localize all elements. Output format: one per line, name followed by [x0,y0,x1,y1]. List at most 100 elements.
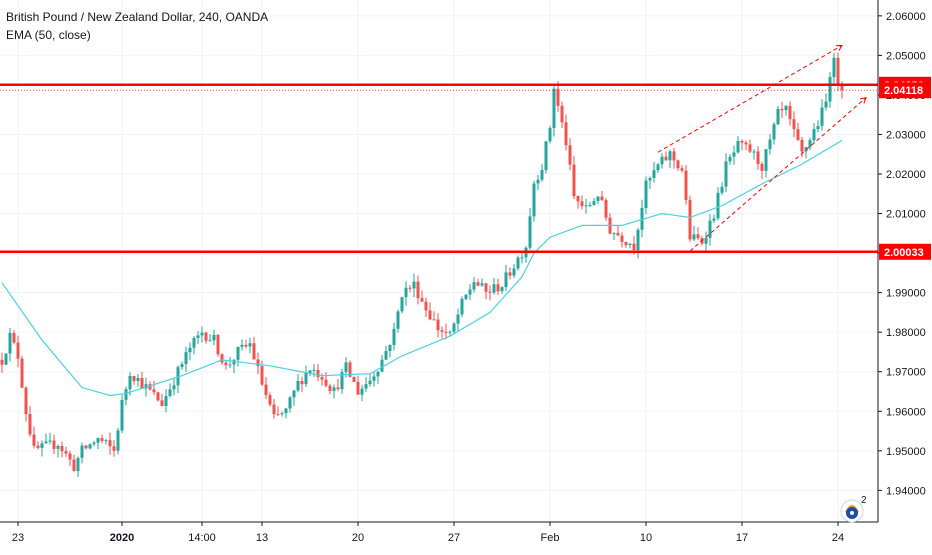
price-tick-label[interactable]: 2.05000 [886,50,926,62]
last-price-badge[interactable]: 2.04118 [884,85,923,97]
candle-body [464,294,468,299]
candle-body [660,156,664,165]
candle-body [676,160,680,169]
level-price-badge[interactable]: 2.00033 [884,247,924,259]
candle-body [164,396,168,407]
candle-body [504,272,508,288]
candle-body [128,376,132,390]
candle-body [256,359,260,367]
time-tick-label[interactable]: 10 [640,532,652,544]
price-tick-label[interactable]: 2.01000 [886,209,926,221]
candle-body [156,392,160,401]
time-tick-label[interactable]: 23 [12,532,24,544]
candle-body [432,319,436,321]
candle-body [272,404,276,415]
candle-body [400,297,404,312]
candle-body [812,129,816,141]
ema-indicator-label[interactable]: EMA (50, close) [6,28,91,42]
candle-body [80,445,84,458]
candle-body [36,445,40,448]
candle-body [244,344,248,347]
candle-body [808,140,812,148]
candle-body [312,369,316,371]
level-price-badge-bg [879,243,931,260]
candle-body [108,440,112,447]
time-tick-label[interactable]: 2020 [110,532,134,544]
candle-body [124,389,128,400]
candle-body [572,164,576,197]
candle-body [240,344,244,347]
candle-body [616,232,620,236]
candle-body [428,310,432,320]
candle-body [160,400,164,407]
symbol-title[interactable]: British Pound / New Zealand Dollar, 240,… [6,10,269,24]
price-tick-label[interactable]: 2.03000 [886,129,926,141]
candle-body [172,385,176,390]
candle-body [188,347,192,353]
candle-body [696,234,700,239]
candle-body [328,385,332,392]
candle-body [724,161,728,187]
candle-body [120,399,124,431]
candle-body [72,459,76,472]
chart-legend[interactable]: British Pound / New Zealand Dollar, 240,… [6,8,268,44]
time-tick-label[interactable]: 24 [832,532,844,544]
axes[interactable]: 2.060002.050002.040002.030002.020002.010… [0,0,931,544]
candle-body [112,446,116,451]
candle-body [68,453,72,460]
candle-body [248,343,252,347]
candle-body [632,243,636,251]
candle-body [680,168,684,171]
time-tick-label[interactable]: 13 [256,532,268,544]
candle-body [624,241,628,246]
candle-body [716,192,720,219]
candle-body [732,152,736,157]
candle-body [744,142,748,145]
candle-body [296,380,300,391]
time-tick-label[interactable]: 17 [736,532,748,544]
price-tick-label[interactable]: 1.99000 [886,288,926,300]
candle-body [216,334,220,355]
price-tick-label[interactable]: 2.06000 [886,11,926,23]
candle-body [548,127,552,142]
candle-body [220,354,224,363]
candle-body [292,390,296,398]
channel-upper-line[interactable] [657,45,843,153]
channel-lower-line[interactable] [689,97,867,252]
horizontal-levels[interactable] [0,83,878,254]
time-tick-label[interactable]: 20 [352,532,364,544]
candle-body [564,122,568,146]
candle-body [480,283,484,286]
tradingview-logo-icon[interactable]: 2 [839,494,869,524]
price-tick-label[interactable]: 2.02000 [886,169,926,181]
time-tick-label[interactable]: Feb [541,532,560,544]
channel-upper-arrow [835,44,843,51]
candle-body [224,362,228,366]
candle-body [20,358,24,388]
price-tick-label[interactable]: 1.97000 [886,367,926,379]
candles [0,52,844,477]
candle-body [92,442,96,445]
price-tick-label[interactable]: 1.94000 [886,485,926,497]
price-tick-label[interactable]: 1.98000 [886,327,926,339]
candle-body [528,216,532,248]
time-tick-label[interactable]: 27 [448,532,460,544]
candle-body [44,441,48,444]
candle-body [468,289,472,295]
candle-body [604,200,608,218]
candle-body [48,440,52,442]
trend-channel[interactable] [657,44,867,252]
candle-body [360,388,364,395]
candle-body [380,359,384,372]
candle-body [24,387,28,415]
time-tick-label[interactable]: 14:00 [188,532,216,544]
price-tick-label[interactable]: 1.96000 [886,406,926,418]
candle-body [588,204,592,206]
candle-body [196,335,200,338]
price-tick-label[interactable]: 1.95000 [886,446,926,458]
candle-body [452,323,456,332]
candle-body [84,445,88,449]
candle-body [708,220,712,238]
